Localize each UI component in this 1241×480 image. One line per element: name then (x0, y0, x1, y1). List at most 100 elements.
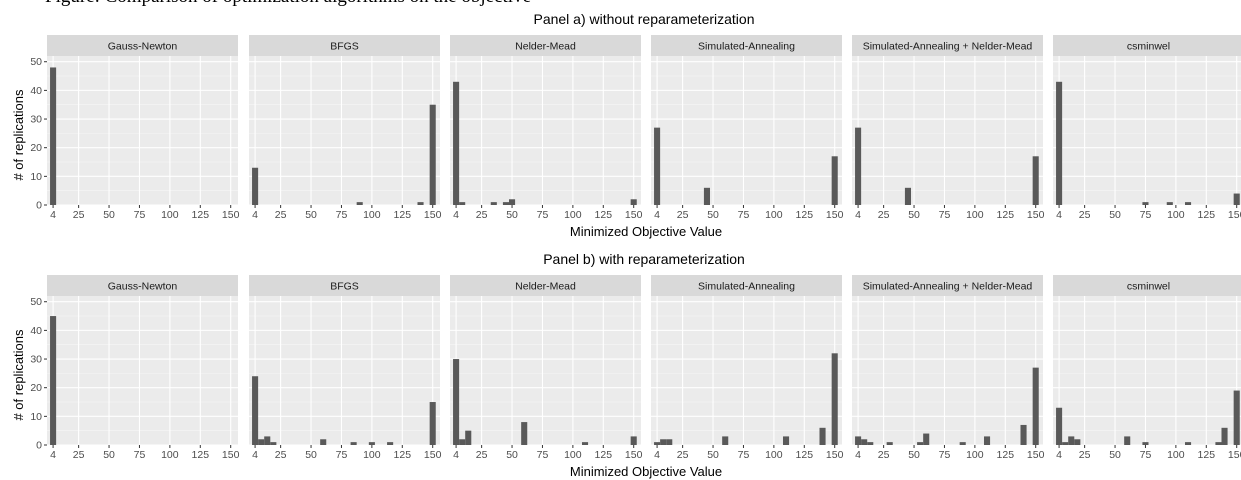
facet-plot-background (1053, 56, 1241, 205)
x-tick-label: 4 (453, 209, 459, 221)
x-tick-label: 150 (826, 449, 844, 461)
x-tick-label: 75 (939, 449, 951, 461)
histogram-bar (1032, 156, 1039, 205)
y-tick-label: 50 (30, 56, 42, 68)
panel-a-x-axis-title: Minimized Objective Value (570, 224, 722, 239)
x-tick-label: 125 (796, 449, 814, 461)
x-tick-label: 150 (1027, 449, 1045, 461)
x-tick-label: 125 (192, 449, 210, 461)
x-tick-label: 50 (908, 449, 920, 461)
x-tick-label: 4 (654, 209, 660, 221)
facet-strip (249, 35, 440, 56)
y-tick-label: 0 (36, 200, 42, 212)
x-tick-label: 25 (73, 209, 85, 221)
histogram-bar (831, 156, 838, 205)
x-tick-label: 4 (453, 449, 459, 461)
histogram-bar (258, 439, 265, 445)
x-tick-label: 100 (765, 449, 783, 461)
facet-strip-label: BFGS (330, 281, 359, 293)
y-tick-label: 10 (30, 171, 42, 183)
facet-strip-label: Simulated-Annealing (698, 281, 795, 293)
x-tick-label: 50 (1109, 209, 1121, 221)
x-tick-label: 125 (1198, 449, 1216, 461)
histogram-bar (350, 442, 357, 445)
x-tick-label: 25 (275, 209, 287, 221)
facet-strip (249, 275, 440, 296)
histogram-bar (855, 436, 862, 445)
facet-strip-label: Simulated-Annealing + Nelder-Mead (863, 281, 1033, 293)
y-tick-label: 50 (30, 296, 42, 308)
facet-strip (450, 35, 641, 56)
histogram-bar (917, 442, 924, 445)
x-tick-label: 50 (103, 209, 115, 221)
x-tick-label: 75 (134, 449, 146, 461)
facet-plot-background (47, 296, 238, 445)
x-tick-label: 100 (966, 209, 984, 221)
histogram-bar (50, 67, 57, 205)
x-tick-label: 125 (796, 209, 814, 221)
x-tick-label: 75 (134, 209, 146, 221)
facet-strip-label: Simulated-Annealing (698, 41, 795, 53)
x-tick-label: 25 (1079, 209, 1091, 221)
x-tick-label: 75 (738, 209, 750, 221)
x-tick-label: 4 (855, 449, 861, 461)
histogram-bar (959, 442, 966, 445)
x-tick-label: 50 (707, 449, 719, 461)
facet-strip-label: Simulated-Annealing + Nelder-Mead (863, 41, 1033, 53)
histogram-bar (1142, 202, 1149, 205)
x-tick-label: 25 (476, 209, 488, 221)
x-tick-label: 25 (878, 209, 890, 221)
facet-strip-label: csminwel (1127, 41, 1170, 53)
x-tick-label: 50 (506, 449, 518, 461)
x-tick-label: 75 (336, 209, 348, 221)
facet-plot-background (47, 56, 238, 205)
histogram-bar (490, 202, 497, 205)
x-tick-label: 150 (625, 209, 643, 221)
histogram-bar (502, 202, 510, 205)
x-tick-label: 150 (222, 449, 240, 461)
histogram-bar (1142, 442, 1149, 445)
histogram-bar (453, 359, 460, 445)
x-tick-label: 75 (1140, 209, 1152, 221)
histogram-bar (1124, 436, 1131, 445)
panel-a-title: Panel a) without reparameterization (533, 11, 754, 27)
histogram-bar (521, 422, 528, 445)
histogram-bar (1056, 81, 1063, 205)
histogram-bar (1233, 390, 1240, 445)
x-tick-label: 25 (878, 449, 890, 461)
histogram-bar (1233, 193, 1240, 205)
histogram-bar (923, 433, 930, 445)
facet-strip (852, 35, 1043, 56)
histogram-bar (1056, 407, 1063, 445)
x-tick-label: 100 (1167, 449, 1185, 461)
x-tick-label: 50 (305, 209, 317, 221)
histogram-bar (252, 376, 259, 445)
histogram-bar (1068, 436, 1075, 445)
x-tick-label: 50 (707, 209, 719, 221)
histogram-bar (819, 427, 826, 445)
y-tick-label: 0 (36, 440, 42, 452)
x-tick-label: 100 (966, 449, 984, 461)
histogram-bar (453, 81, 460, 205)
histogram-bar (1215, 442, 1222, 445)
x-tick-label: 25 (275, 449, 287, 461)
x-tick-label: 100 (564, 449, 582, 461)
facet-strip (651, 275, 842, 296)
histogram-bar (654, 442, 661, 445)
panel-a: 0 10 20 30 40 50 Gauss-Newton 4 25 50 75 100 125 150 B… (30, 35, 1241, 221)
histogram-bar (368, 442, 375, 445)
x-tick-label: 75 (537, 449, 549, 461)
histogram-bar (886, 442, 893, 445)
histogram-bar (703, 187, 711, 205)
x-tick-label: 4 (50, 449, 56, 461)
facet-strip-label: BFGS (330, 41, 359, 53)
x-tick-label: 125 (394, 449, 412, 461)
histogram-bar (581, 442, 589, 445)
x-tick-label: 50 (1109, 449, 1121, 461)
facet-strip (450, 275, 641, 296)
y-tick-label: 40 (30, 85, 42, 97)
x-tick-label: 125 (1198, 209, 1216, 221)
histogram-bar (270, 442, 277, 445)
histogram-bar (509, 199, 516, 205)
